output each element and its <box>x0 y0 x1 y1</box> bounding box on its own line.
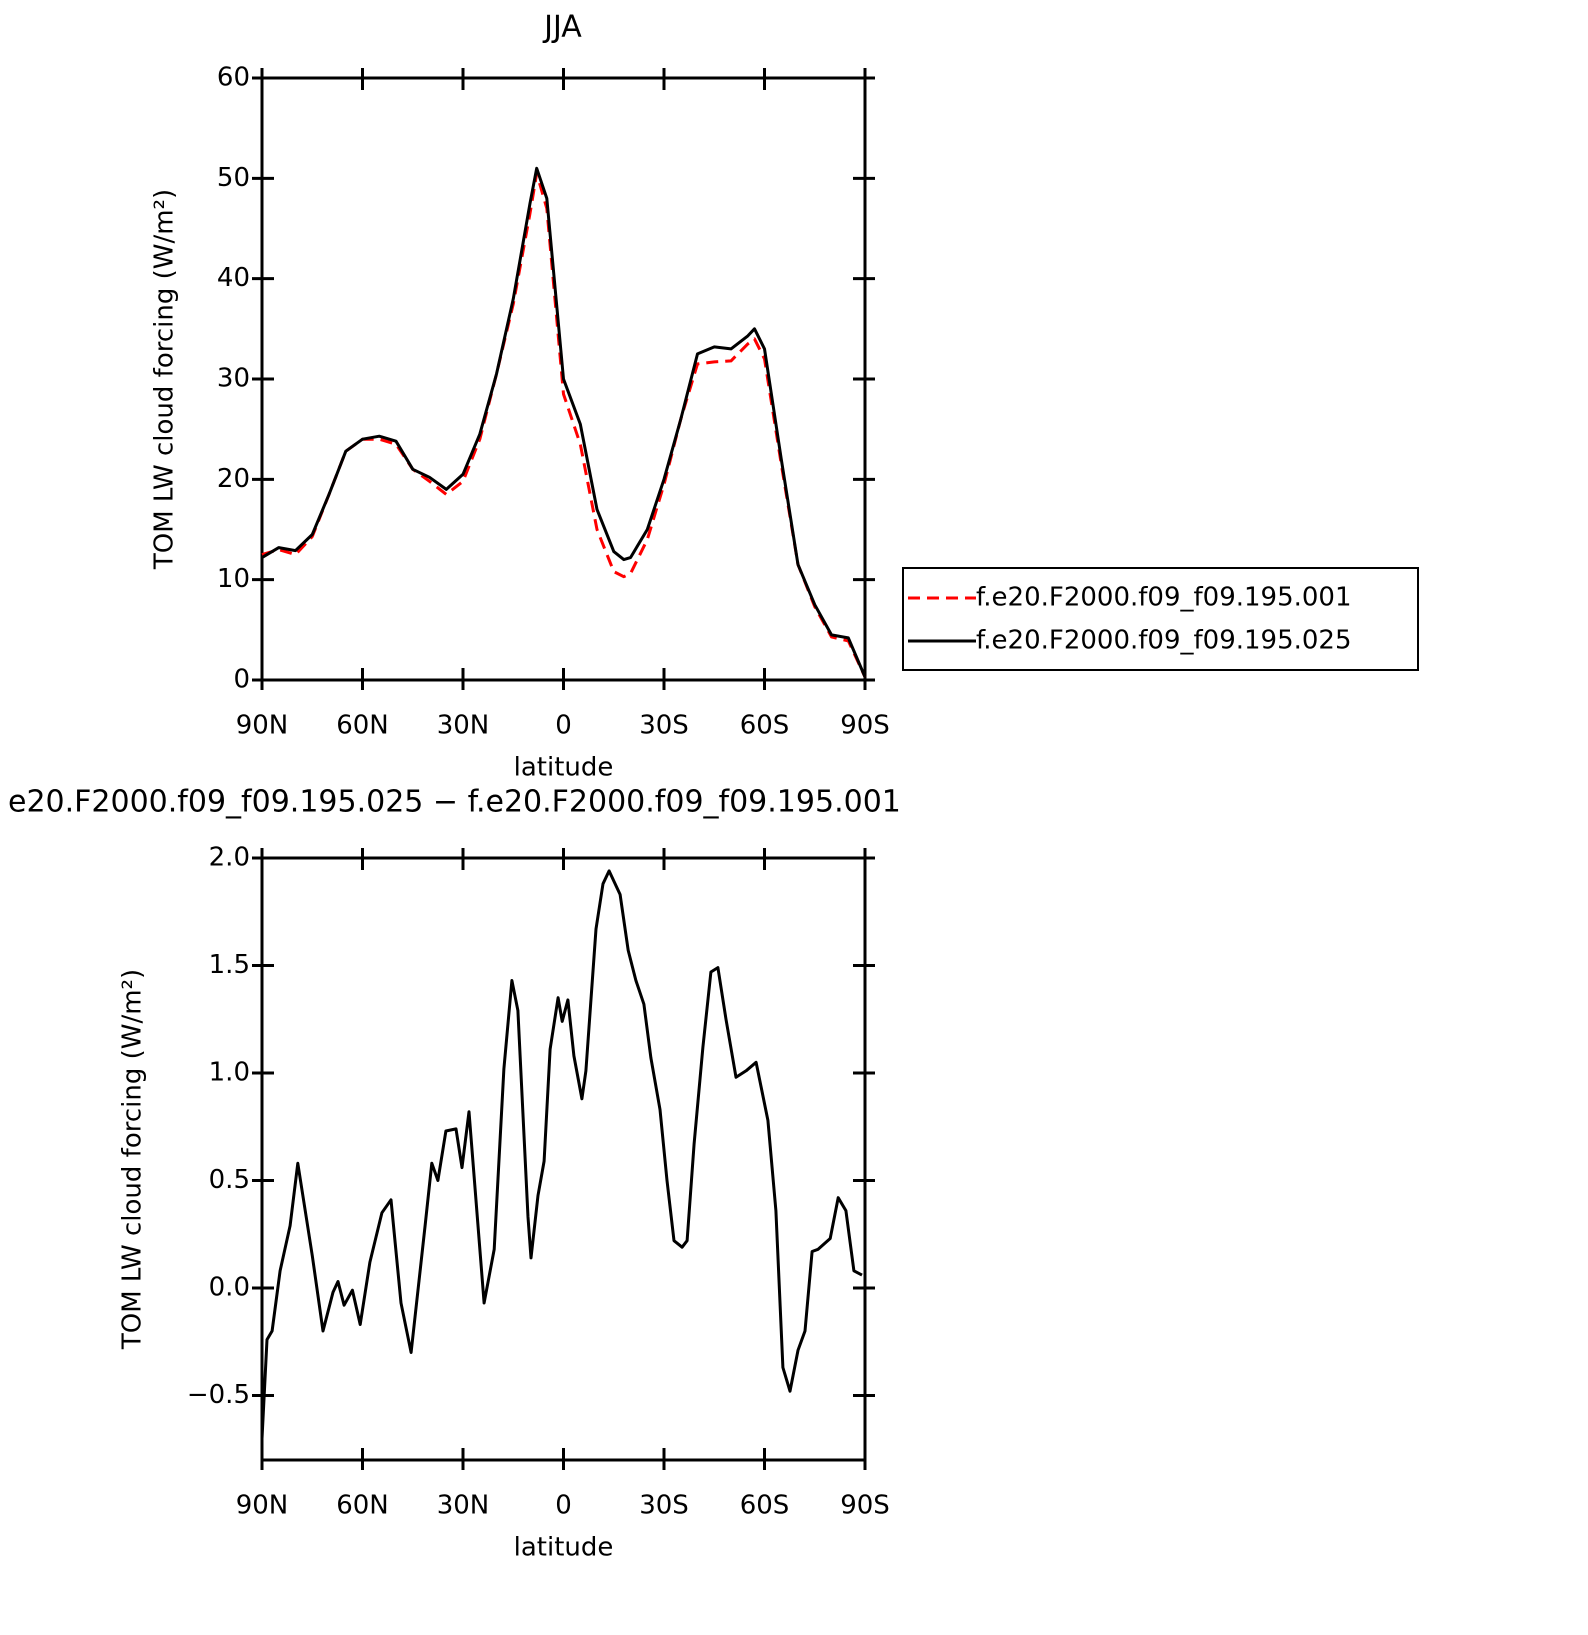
legend-label: f.e20.F2000.f09_f09.195.001 <box>976 583 1352 613</box>
y-tick-label: 60 <box>217 63 250 93</box>
x-tick-label: 30S <box>639 1491 689 1521</box>
x-axis-label: latitude <box>514 753 614 783</box>
y-tick-label: 20 <box>217 464 250 494</box>
x-tick-label: 60N <box>336 711 389 741</box>
y-tick-label: 0 <box>233 665 250 695</box>
y-tick-label: 0.5 <box>209 1165 250 1195</box>
y-tick-label: 30 <box>217 364 250 394</box>
x-tick-label: 60S <box>740 711 790 741</box>
x-tick-label: 90S <box>840 1491 890 1521</box>
y-tick-label: 1.0 <box>209 1058 250 1088</box>
y-tick-label: 50 <box>217 163 250 193</box>
y-tick-label: 10 <box>217 564 250 594</box>
y-tick-label: 1.5 <box>209 950 250 980</box>
x-tick-label: 30N <box>437 711 490 741</box>
y-tick-label: 0.0 <box>209 1273 250 1303</box>
chart-title: e20.F2000.f09_f09.195.025 − f.e20.F2000.… <box>8 785 901 820</box>
series-line <box>260 869 863 1439</box>
legend-label: f.e20.F2000.f09_f09.195.025 <box>976 626 1352 656</box>
chart-title: JJA <box>542 10 582 45</box>
series-line <box>261 166 867 678</box>
x-tick-label: 0 <box>555 1491 572 1521</box>
y-axis-label: TOM LW cloud forcing (W/m²) <box>118 969 148 1350</box>
plot-frame <box>260 856 867 1462</box>
x-tick-label: 60S <box>740 1491 790 1521</box>
x-tick-label: 30N <box>437 1491 490 1521</box>
y-tick-label: −0.5 <box>187 1380 250 1410</box>
series-line <box>261 171 867 678</box>
x-tick-label: 90N <box>236 1491 289 1521</box>
x-tick-label: 60N <box>336 1491 389 1521</box>
x-tick-label: 90N <box>236 711 289 741</box>
x-tick-label: 90S <box>840 711 890 741</box>
y-axis-label: TOM LW cloud forcing (W/m²) <box>150 189 180 570</box>
x-tick-label: 0 <box>555 711 572 741</box>
legend-box <box>902 567 1419 671</box>
x-axis-label: latitude <box>514 1533 614 1563</box>
y-tick-label: 40 <box>217 263 250 293</box>
x-tick-label: 30S <box>639 711 689 741</box>
y-tick-label: 2.0 <box>209 843 250 873</box>
